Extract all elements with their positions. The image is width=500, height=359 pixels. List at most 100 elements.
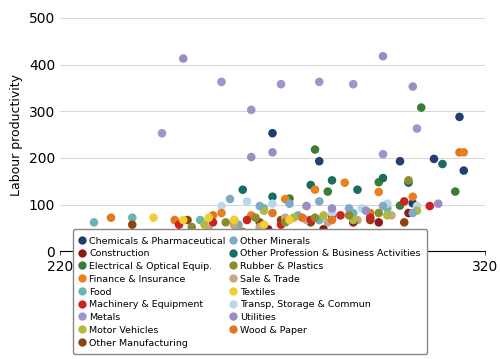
Point: [374, 219, 382, 225]
Point: [456, 114, 464, 120]
Point: [315, 233, 323, 239]
Point: [408, 210, 416, 216]
Point: [354, 187, 362, 192]
Point: [277, 217, 285, 223]
Point: [290, 215, 298, 220]
Point: [400, 199, 408, 204]
Point: [358, 205, 366, 211]
Point: [256, 203, 264, 209]
Point: [383, 205, 391, 211]
Point: [408, 84, 416, 89]
Point: [281, 196, 289, 202]
Point: [374, 189, 382, 195]
Point: [209, 213, 217, 218]
Point: [268, 194, 276, 200]
Point: [204, 215, 212, 220]
Point: [434, 201, 442, 206]
Point: [379, 175, 387, 181]
Point: [362, 208, 370, 214]
Point: [349, 217, 357, 223]
Point: [243, 199, 251, 204]
Point: [354, 217, 362, 223]
Point: [404, 180, 412, 186]
Point: [328, 217, 336, 223]
Point: [218, 210, 226, 216]
Point: [374, 180, 382, 185]
Point: [460, 168, 468, 173]
Point: [264, 227, 272, 232]
Point: [302, 203, 310, 209]
Point: [158, 130, 166, 136]
Point: [150, 215, 158, 220]
Point: [230, 222, 238, 228]
Point: [256, 219, 264, 225]
Point: [294, 213, 302, 218]
Point: [404, 177, 412, 183]
Point: [345, 213, 353, 218]
Point: [320, 213, 328, 218]
Point: [426, 203, 434, 209]
Point: [349, 219, 357, 225]
Point: [404, 210, 412, 216]
Point: [340, 180, 348, 186]
Point: [128, 222, 136, 228]
Point: [379, 203, 387, 209]
Point: [413, 208, 421, 214]
Point: [396, 158, 404, 164]
Point: [238, 187, 246, 192]
Point: [111, 231, 119, 237]
Point: [311, 215, 319, 220]
Point: [311, 187, 319, 192]
Point: [247, 107, 255, 113]
Point: [260, 205, 268, 211]
Point: [328, 213, 336, 218]
Point: [247, 213, 255, 218]
Point: [315, 158, 323, 164]
Point: [188, 224, 196, 230]
Point: [200, 222, 208, 228]
Legend: Chemicals & Pharmaceutical, Construction, Electrical & Optical Equip., Finance &: Chemicals & Pharmaceutical, Construction…: [73, 229, 427, 354]
Point: [374, 210, 382, 216]
Point: [184, 217, 192, 223]
Point: [379, 53, 387, 59]
Point: [328, 205, 336, 211]
Point: [277, 222, 285, 228]
Point: [349, 81, 357, 87]
Point: [336, 213, 344, 218]
Point: [430, 156, 438, 162]
X-axis label: Cognitive skills (Numeracy): Cognitive skills (Numeracy): [186, 280, 358, 293]
Point: [379, 151, 387, 157]
Point: [383, 201, 391, 206]
Point: [345, 205, 353, 211]
Point: [260, 222, 268, 228]
Point: [196, 217, 204, 223]
Point: [226, 196, 234, 202]
Point: [408, 194, 416, 200]
Point: [230, 217, 238, 223]
Point: [383, 233, 391, 239]
Point: [107, 215, 115, 220]
Point: [324, 219, 332, 225]
Point: [256, 224, 264, 230]
Point: [396, 203, 404, 209]
Point: [302, 217, 310, 223]
Point: [268, 149, 276, 155]
Point: [315, 79, 323, 85]
Point: [388, 213, 396, 218]
Point: [320, 227, 328, 232]
Point: [268, 130, 276, 136]
Point: [328, 210, 336, 216]
Point: [324, 189, 332, 195]
Point: [315, 217, 323, 223]
Point: [218, 79, 226, 85]
Point: [238, 229, 246, 234]
Point: [260, 208, 268, 214]
Point: [383, 213, 391, 218]
Point: [90, 219, 98, 225]
Point: [286, 196, 294, 201]
Point: [252, 215, 260, 220]
Point: [438, 161, 446, 167]
Point: [408, 200, 416, 206]
Point: [204, 227, 212, 232]
Point: [328, 177, 336, 183]
